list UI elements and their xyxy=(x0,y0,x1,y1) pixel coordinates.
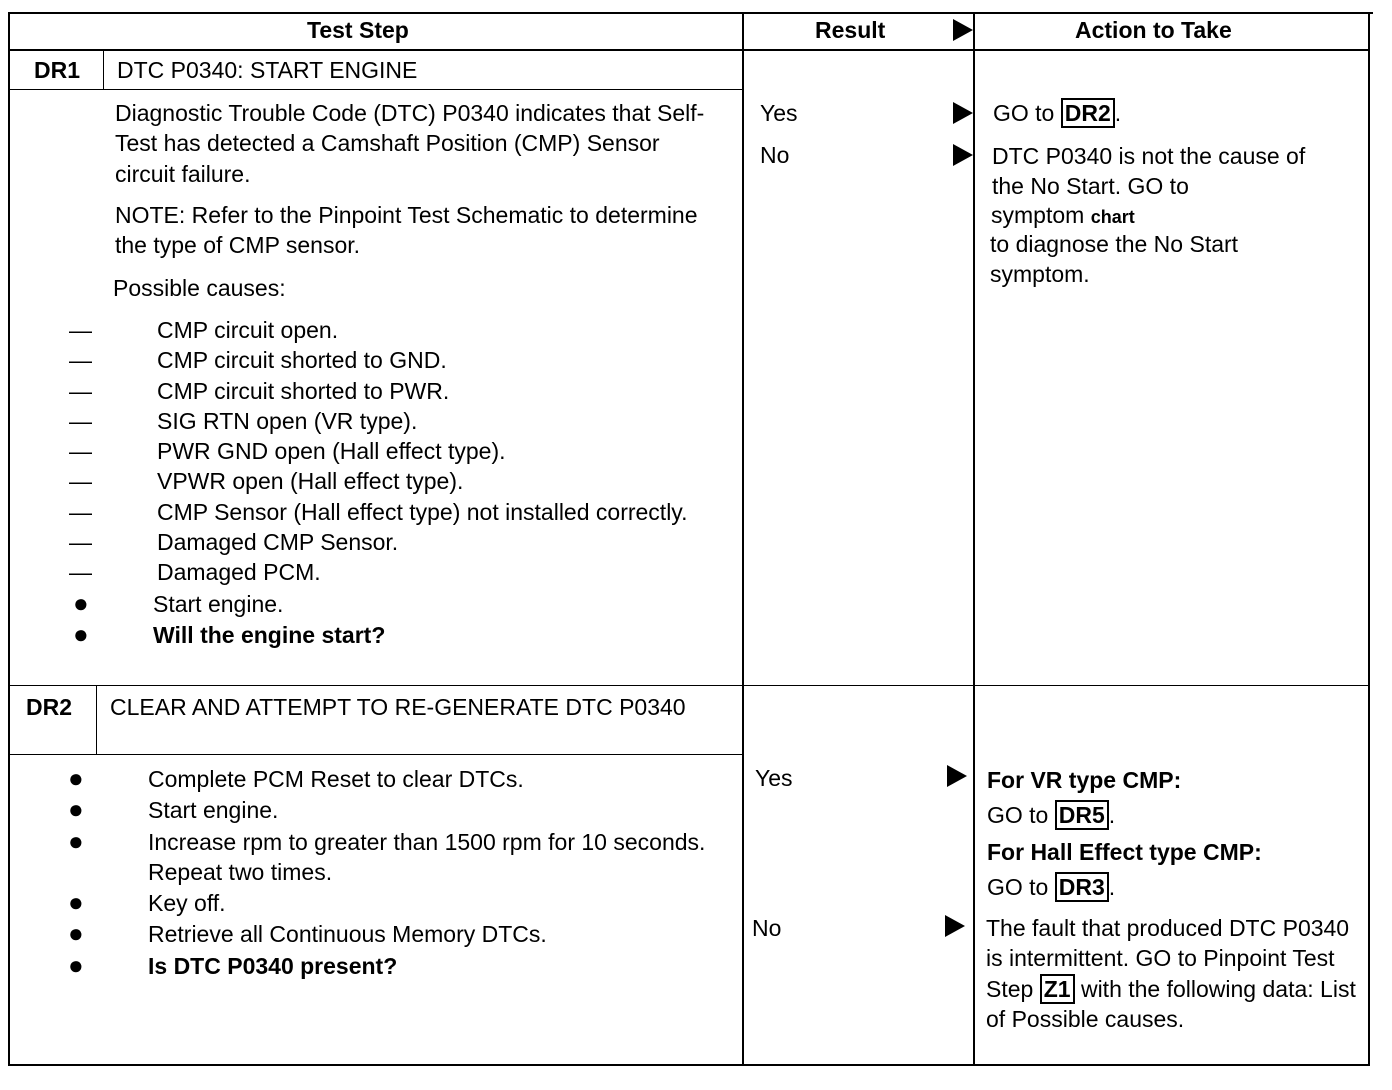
dr1-title: DTC P0340: START ENGINE xyxy=(117,57,418,83)
dr1-action-no-4: to diagnose the No Start xyxy=(990,231,1239,257)
arrow-icon xyxy=(953,19,973,41)
dr2-action-no: The fault that produced DTC P0340 is int… xyxy=(986,915,1356,1032)
dr2-steps-list: ● Complete PCM Reset to clear DTCs. ● Star… xyxy=(68,763,708,981)
dr1-description: Diagnostic Trouble Code (DTC) P0340 indi… xyxy=(115,100,705,187)
dr1-title-divider xyxy=(8,89,744,90)
dr1-id: DR1 xyxy=(34,57,81,83)
list-item: ● Key off. xyxy=(68,887,226,918)
list-item: ● Increase rpm to greater than 1500 rpm f… xyxy=(68,825,706,885)
column-divider-1 xyxy=(742,12,744,1066)
dr2-title: CLEAR AND ATTEMPT TO RE-GENERATE DTC P03… xyxy=(110,694,686,720)
dr1-result-yes: Yes xyxy=(760,100,798,126)
list-item: ● Is DTC P0340 present? xyxy=(68,949,398,980)
list-item: — SIG RTN open (VR type). xyxy=(69,407,418,434)
list-item: — CMP circuit open. xyxy=(69,317,339,343)
list-item: — Damaged PCM. xyxy=(69,559,321,586)
header-test-step: Test Step xyxy=(307,17,409,43)
arrow-icon xyxy=(947,765,967,787)
dr1-action-no-2: the No Start. GO to xyxy=(992,173,1189,199)
dr2-result-yes: Yes xyxy=(755,765,793,791)
list-item: — CMP Sensor (Hall effect type) not insta… xyxy=(69,498,688,525)
header-action: Action to Take xyxy=(1075,17,1232,43)
step-link-dr2[interactable]: DR2 xyxy=(1060,98,1115,128)
list-item: ● Will the engine start? xyxy=(73,618,386,649)
arrow-icon xyxy=(953,102,973,124)
list-item: — Damaged CMP Sensor. xyxy=(69,529,399,556)
row-divider xyxy=(8,685,1370,686)
list-item: ● Retrieve all Continuous Memory DTCs. xyxy=(68,918,547,949)
arrow-icon xyxy=(945,915,965,937)
dr1-causes-label: Possible causes: xyxy=(113,275,286,301)
list-item: ● Start engine. xyxy=(73,587,284,618)
arrow-icon xyxy=(953,144,973,166)
dr1-result-no: No xyxy=(760,142,790,168)
dr2-result-no: No xyxy=(752,915,782,941)
table-border-bottom xyxy=(8,1064,1370,1066)
dr1-id-divider xyxy=(103,50,104,90)
step-link-dr3[interactable]: DR3 xyxy=(1054,872,1109,902)
list-item: — CMP circuit shorted to PWR. xyxy=(69,377,450,404)
column-divider-2 xyxy=(973,12,975,1066)
table-border-left xyxy=(8,12,10,1066)
dr1-action-no-5: symptom. xyxy=(990,261,1090,287)
list-item: ● Complete PCM Reset to clear DTCs. xyxy=(68,763,524,793)
dr2-hall-label: For Hall Effect type CMP: xyxy=(987,839,1262,865)
dr1-causes-list: — CMP circuit open. — CMP circuit shorted … xyxy=(69,315,703,650)
dr2-id-divider xyxy=(96,685,97,755)
dr1-action-no-3: symptom chart xyxy=(991,202,1135,228)
step-link-dr5[interactable]: DR5 xyxy=(1054,800,1109,830)
list-item: ● Start engine. xyxy=(68,794,279,825)
header-result: Result xyxy=(815,17,886,43)
header-divider xyxy=(8,49,1370,51)
step-link-z1[interactable]: Z1 xyxy=(1039,973,1075,1004)
list-item: — PWR GND open (Hall effect type). xyxy=(69,438,506,465)
table-border-right xyxy=(1368,12,1370,1066)
list-item: — VPWR open (Hall effect type). xyxy=(69,468,464,495)
dr2-id: DR2 xyxy=(26,694,73,720)
dr2-vr-action: GO to DR5. xyxy=(987,800,1116,830)
dr2-title-divider xyxy=(8,754,744,755)
dr1-note: NOTE: Refer to the Pinpoint Test Schemat… xyxy=(115,202,698,259)
dr2-vr-label: For VR type CMP: xyxy=(987,767,1182,793)
dr1-action-no-1: DTC P0340 is not the cause of xyxy=(992,143,1306,169)
dr2-hall-action: GO to DR3. xyxy=(987,872,1116,902)
list-item: — CMP circuit shorted to GND. xyxy=(69,347,447,374)
dr1-action-yes: GO to DR2. xyxy=(993,98,1122,128)
table-border-top xyxy=(8,12,1373,14)
